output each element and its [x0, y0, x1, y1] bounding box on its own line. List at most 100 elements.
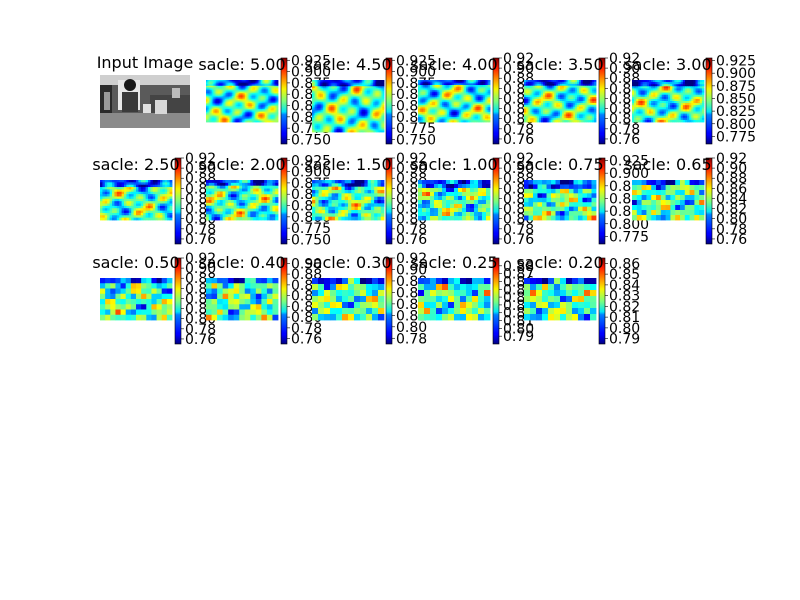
heatmap-cell	[335, 119, 338, 122]
heatmap-cell	[474, 80, 477, 83]
heatmap-cell	[312, 125, 314, 128]
heatmap-cell	[455, 110, 458, 113]
heatmap-cell	[472, 113, 475, 116]
heatmap-cell	[233, 85, 236, 88]
heatmap-cell	[265, 120, 267, 123]
heatmap-cell	[338, 89, 341, 92]
heatmap-cell	[250, 81, 253, 84]
heatmap-cell	[322, 97, 325, 100]
heatmap-cell	[479, 100, 482, 103]
heatmap-cell	[213, 103, 216, 106]
heatmap-cell	[263, 114, 266, 117]
heatmap-cell	[256, 110, 259, 113]
heatmap-cell	[374, 130, 377, 133]
heatmap-cell	[265, 101, 267, 104]
heatmap-cell	[208, 90, 211, 92]
heatmap-cell	[382, 91, 385, 94]
heatmap-cell	[233, 84, 236, 87]
heatmap-image	[524, 80, 597, 123]
heatmap-cell	[464, 115, 467, 118]
heatmap-cell	[321, 120, 324, 123]
heatmap-cell	[379, 116, 382, 119]
heatmap-cell	[653, 82, 656, 85]
heatmap-cell	[338, 94, 341, 97]
heatmap-cell	[210, 84, 213, 87]
heatmap-cell	[373, 128, 376, 131]
heatmap-cell	[376, 109, 379, 112]
heatmap-cell	[344, 122, 347, 125]
heatmap-cell	[332, 128, 335, 131]
heatmap-cell	[211, 90, 214, 92]
heatmap-cell	[466, 91, 469, 94]
heatmap-cell	[447, 105, 450, 108]
heatmap-cell	[377, 116, 380, 119]
heatmap-cell	[424, 91, 427, 94]
heatmap-cell	[340, 111, 343, 114]
heatmap-cell	[464, 85, 467, 88]
heatmap-cell	[426, 80, 429, 83]
heatmap-cell	[380, 98, 383, 101]
heatmap-cell	[262, 87, 264, 90]
heatmap-cell	[357, 81, 360, 84]
heatmap-cell	[343, 98, 346, 101]
heatmap-cell	[380, 120, 383, 123]
heatmap-cell	[447, 86, 450, 89]
heatmap-cell	[239, 91, 241, 94]
heatmap-cell	[563, 102, 567, 106]
heatmap-cell	[573, 120, 576, 123]
heatmap-cell	[343, 114, 346, 117]
heatmap-cell	[459, 103, 462, 106]
heatmap-cell	[382, 106, 385, 109]
heatmap-cell	[221, 94, 224, 97]
heatmap-cell	[221, 81, 224, 84]
heatmap-cell	[369, 105, 372, 108]
heatmap-cell	[354, 122, 357, 125]
heatmap-cell	[467, 93, 470, 96]
heatmap-cell	[227, 104, 230, 107]
heatmap-cell	[588, 120, 591, 123]
heatmap-cell	[365, 97, 368, 100]
heatmap-cell	[242, 100, 244, 103]
heatmap-cell	[594, 110, 597, 113]
heatmap-cell	[457, 90, 460, 93]
heatmap-cell	[433, 103, 436, 106]
heatmap-cell	[560, 118, 563, 121]
heatmap-cell	[229, 101, 231, 104]
heatmap-cell	[332, 80, 335, 82]
heatmap-cell	[256, 104, 259, 107]
heatmap-cell	[265, 81, 267, 84]
heatmap-cell	[374, 83, 377, 86]
heatmap-cell	[550, 102, 553, 106]
heatmap-cell	[338, 124, 341, 127]
heatmap-cell	[418, 95, 421, 98]
heatmap-cell	[374, 89, 377, 92]
heatmap-cell	[330, 122, 333, 125]
heatmap-cell	[379, 109, 382, 112]
heatmap-cell	[360, 119, 363, 122]
heatmap-cell	[474, 113, 477, 116]
heatmap-cell	[321, 116, 324, 119]
heatmap-cell	[275, 98, 277, 101]
heatmap-cell	[206, 120, 208, 123]
heatmap-cell	[447, 93, 450, 96]
heatmap-cell	[227, 107, 230, 110]
heatmap-cell	[369, 111, 372, 114]
heatmap-cell	[230, 101, 233, 104]
heatmap-cell	[346, 117, 349, 120]
heatmap-cell	[330, 120, 333, 123]
heatmap-cell	[661, 80, 665, 83]
heatmap-cell	[346, 124, 349, 127]
heatmap-cell	[426, 88, 429, 91]
heatmap-cell	[312, 119, 314, 122]
heatmap-cell	[346, 130, 349, 133]
heatmap-cell	[254, 113, 257, 116]
heatmap-cell	[363, 106, 366, 109]
heatmap-cell	[260, 93, 263, 95]
heatmap-cell	[448, 103, 451, 106]
heatmap-cell	[344, 127, 347, 130]
heatmap-cell	[578, 97, 582, 100]
heatmap-cell	[214, 104, 217, 107]
heatmap-cell	[253, 101, 256, 104]
heatmap-cell	[260, 111, 263, 114]
heatmap-cell	[275, 90, 277, 92]
